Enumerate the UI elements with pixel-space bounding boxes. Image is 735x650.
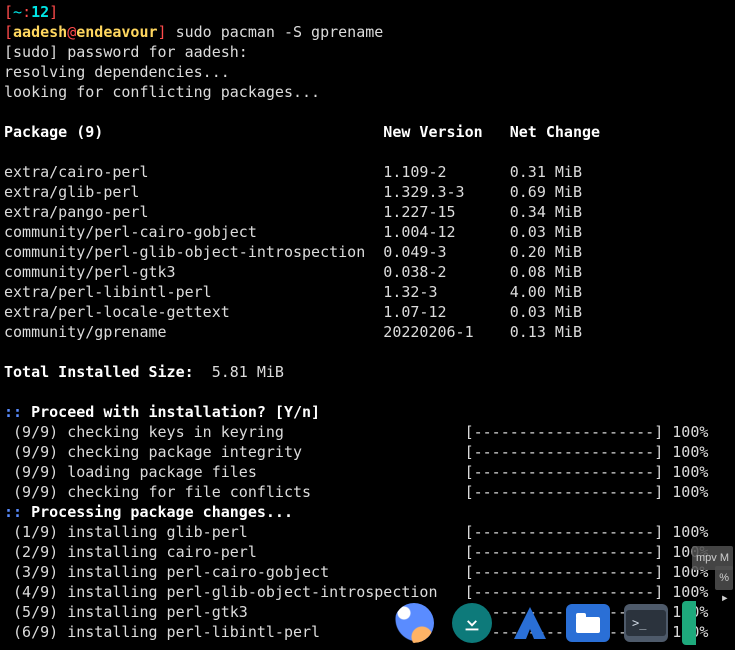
download-manager-icon[interactable] <box>450 601 494 645</box>
dock-edge-icon[interactable] <box>682 601 696 645</box>
firefox-icon[interactable] <box>392 601 436 645</box>
app-launcher-icon[interactable] <box>508 601 552 645</box>
file-manager-icon[interactable] <box>566 601 610 645</box>
terminal-app-icon[interactable]: >_ <box>624 601 668 645</box>
dock: >_ <box>392 600 696 646</box>
overlay-arrow-icon: ▸ <box>721 588 729 608</box>
overlay-label-pct: % <box>715 566 733 590</box>
terminal-output: [~:12] [aadesh@endeavour] sudo pacman -S… <box>0 0 735 646</box>
